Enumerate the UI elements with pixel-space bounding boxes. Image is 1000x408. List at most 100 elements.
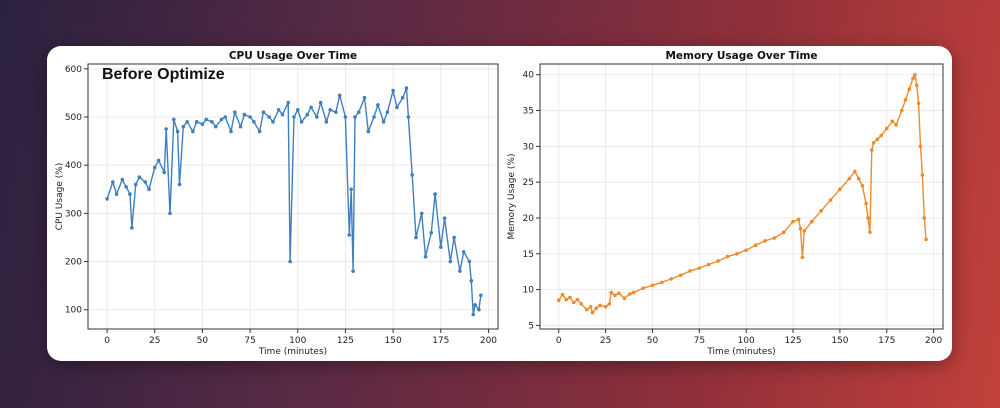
chart2-point-57 [890, 119, 895, 124]
chart1-point-80 [452, 235, 456, 240]
chart2-point-18 [628, 292, 632, 296]
chart1-ytick-label-500: 500 [65, 113, 82, 123]
chart2-point-19 [631, 290, 636, 295]
chart2-point-5 [575, 297, 580, 302]
chart1-point-69 [404, 86, 409, 90]
chart1-point-64 [381, 120, 386, 124]
chart1-point-8 [137, 175, 142, 180]
chart2-ytick-label-20: 20 [523, 214, 535, 224]
chart2-point-41 [809, 219, 814, 224]
chart1-point-12 [156, 158, 161, 163]
chart1-point-15 [168, 211, 172, 216]
chart2-point-59 [899, 108, 904, 113]
chart2-point-49 [864, 201, 868, 206]
chart2-point-34 [772, 236, 777, 240]
chart1-xlabel: Time (minutes) [258, 347, 327, 357]
chart2-point-0 [556, 298, 561, 303]
chart1-point-14 [164, 127, 168, 131]
chart1-point-72 [414, 235, 418, 240]
chart2-point-33 [763, 239, 767, 243]
chart1-point-66 [391, 88, 395, 93]
chart2-point-68 [922, 216, 927, 220]
chart1-point-24 [204, 117, 209, 122]
chart2-point-55 [879, 133, 883, 138]
chart2-point-31 [744, 248, 748, 253]
chart1-xtick-label-25: 25 [149, 336, 160, 346]
chart1-point-73 [419, 211, 424, 216]
chart2-point-24 [678, 273, 683, 278]
chart1-point-3 [120, 177, 125, 182]
chart1-point-19 [181, 124, 186, 129]
chart1-point-28 [223, 115, 228, 119]
chart1-point-77 [438, 245, 443, 249]
chart2-point-37 [796, 217, 801, 222]
chart2-ytick-label-40: 40 [523, 71, 535, 81]
chart1-point-58 [353, 115, 357, 119]
chart1-point-4 [124, 185, 128, 189]
chart1-point-7 [133, 182, 138, 187]
chart2-xtick-label-50: 50 [647, 336, 659, 346]
chart1-point-85 [471, 312, 476, 317]
chart1-xtick-label-0: 0 [104, 336, 110, 346]
chart1-point-59 [356, 110, 361, 114]
chart2-point-65 [916, 101, 921, 106]
chart2-point-63 [913, 72, 917, 77]
chart1-point-16 [172, 117, 176, 122]
chart1-point-71 [410, 173, 414, 177]
chart2-point-4 [571, 300, 576, 305]
chart1-point-50 [324, 120, 329, 124]
chart1-point-2 [114, 192, 119, 196]
before-optimize-annotation: Before Optimize [102, 66, 225, 83]
chart1-point-46 [305, 112, 310, 117]
chart1-xtick-label-200: 200 [480, 336, 497, 346]
chart1-point-35 [257, 129, 262, 134]
chart2-point-51 [868, 230, 872, 235]
chart1-point-54 [343, 115, 348, 119]
chart1-point-51 [328, 107, 332, 112]
chart2-point-22 [660, 280, 664, 285]
chart1-point-55 [347, 233, 352, 237]
chart2-xtick-label-150: 150 [831, 336, 848, 346]
chart1-point-26 [213, 124, 218, 129]
chart2-xtick-label-125: 125 [784, 336, 801, 346]
chart2-point-43 [828, 198, 833, 202]
chart2-point-13 [607, 302, 612, 306]
chart2-point-66 [918, 144, 923, 149]
chart1-point-78 [442, 216, 447, 220]
chart1-ytick-label-200: 200 [65, 258, 82, 268]
chart1-ylabel: CPU Usage (%) [55, 163, 65, 231]
chart2-title: Memory Usage Over Time [665, 50, 817, 62]
chart1-point-32 [242, 112, 247, 117]
chart1-point-22 [194, 120, 199, 124]
chart1-point-31 [238, 124, 243, 129]
chart1-point-79 [448, 259, 453, 264]
chart2-point-6 [579, 302, 584, 306]
chart1-point-82 [461, 250, 466, 254]
chart1-point-87 [477, 307, 481, 312]
chart1-ytick-label-300: 300 [65, 209, 82, 219]
chart1-point-70 [406, 115, 411, 119]
chart2-point-7 [585, 307, 589, 312]
chart1-point-38 [271, 120, 275, 124]
chart1-plot-frame [87, 63, 499, 330]
chart1-point-9 [143, 180, 148, 184]
chart2-point-44 [838, 187, 842, 192]
chart1-point-60 [362, 95, 367, 100]
chart2-xtick-label-25: 25 [600, 336, 611, 346]
chart1-point-76 [433, 192, 437, 196]
chart1-point-67 [395, 105, 399, 110]
chart1-point-13 [162, 170, 167, 175]
chart2-point-16 [616, 291, 621, 295]
chart1-point-18 [177, 182, 182, 187]
chart2-point-11 [598, 303, 602, 308]
chart1-point-52 [334, 110, 338, 114]
chart1-series-line-0 [106, 87, 482, 316]
chart1-xtick-label-175: 175 [432, 336, 449, 346]
chart2-point-10 [594, 306, 599, 311]
chart2-point-21 [650, 283, 655, 288]
chart1-point-29 [229, 129, 233, 134]
chart2-point-17 [622, 296, 627, 301]
chart2-point-30 [735, 251, 739, 256]
chart1-title: CPU Usage Over Time [229, 50, 357, 62]
chart2-point-25 [688, 269, 692, 273]
